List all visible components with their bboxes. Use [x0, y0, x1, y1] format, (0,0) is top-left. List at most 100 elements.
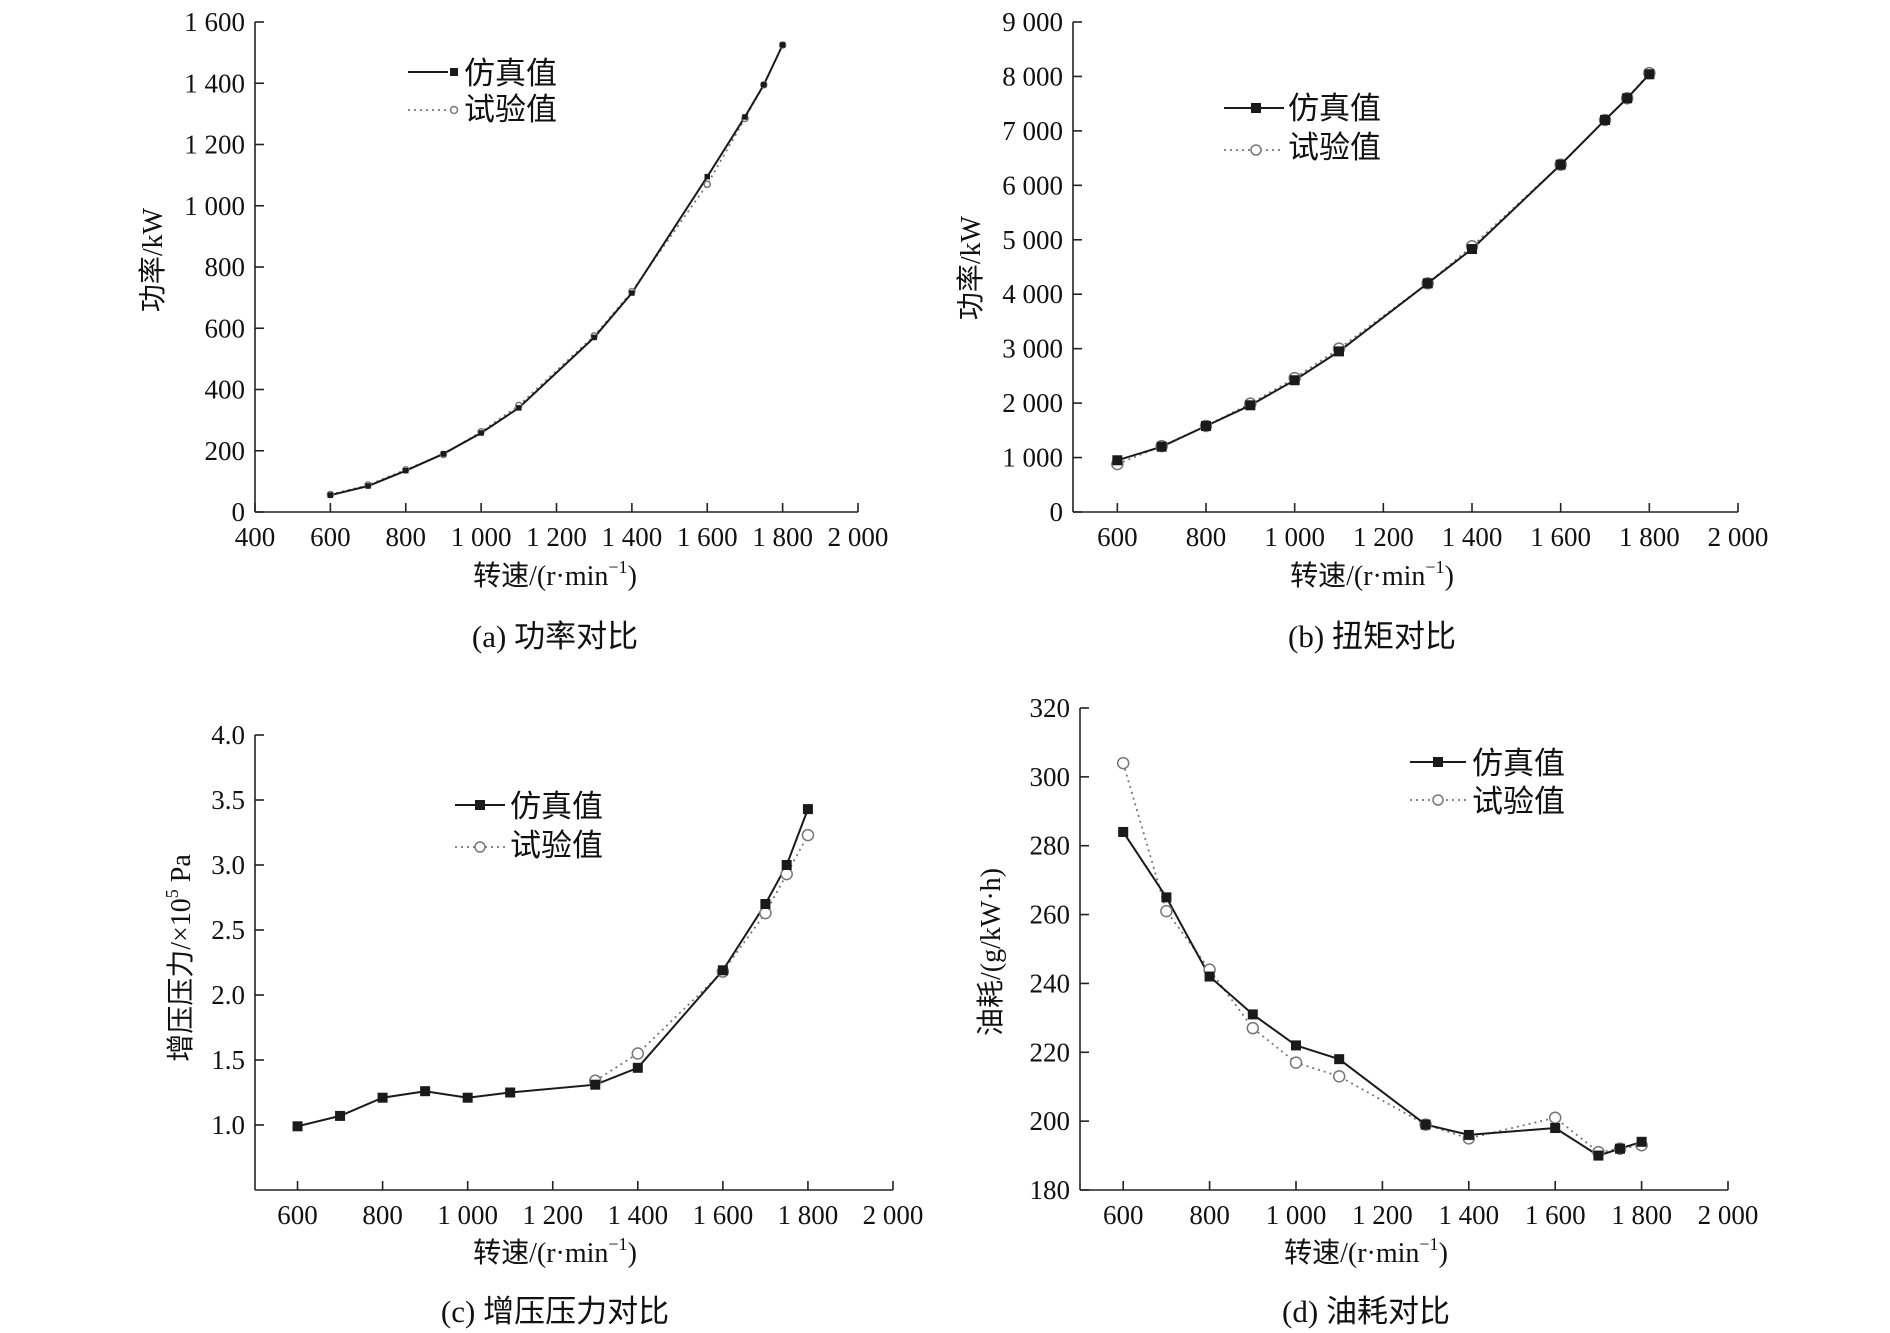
- legend-sim-label: 仿真值: [1472, 746, 1565, 781]
- panel-c-axes: 600 800 1 000 1 200 1 400 1 600 1 800 2 000 1.0 1…: [211, 720, 923, 1230]
- sim-point: [1555, 159, 1566, 170]
- legend-exp-marker: [474, 841, 486, 853]
- sim-point: [478, 430, 484, 436]
- x-tick-label: 1 600: [1525, 1200, 1586, 1230]
- sim-point: [1245, 400, 1256, 411]
- panel-b-xlabel-sup: −1: [1425, 557, 1444, 577]
- sim-point: [1334, 346, 1344, 357]
- x-tick-label: 600: [1103, 1200, 1144, 1230]
- panel-d-caption: (d) 油耗对比: [1282, 1294, 1450, 1329]
- y-tick-label: 400: [205, 375, 246, 405]
- sim-point: [420, 1086, 431, 1097]
- sim-point: [1467, 244, 1477, 255]
- x-tick-label: 2 000: [1708, 522, 1769, 552]
- panel-b-legend: 仿真值 试验值: [1224, 91, 1381, 165]
- exp-point: [780, 867, 793, 881]
- panel-d-markers: [1116, 756, 1648, 1161]
- panel-b-lines: [1116, 72, 1651, 465]
- exp-point: [1332, 1070, 1346, 1083]
- x-tick-label: 1 000: [1264, 522, 1325, 552]
- panel-c-xlabel: 转速/(r·min−1): [473, 1234, 637, 1269]
- legend-sim-marker: [475, 800, 485, 810]
- sim-point: [742, 114, 748, 120]
- sim-point: [1463, 1129, 1474, 1140]
- x-tick-label: 2 000: [828, 522, 889, 552]
- legend-sim-marker: [1433, 757, 1443, 767]
- legend-sim-label: 仿真值: [510, 789, 603, 824]
- panel-d-xlabel-sup: −1: [1419, 1234, 1438, 1254]
- panel-b-xlabel-main: 转速/(r·min: [1290, 560, 1425, 592]
- x-tick-label: 1 400: [1438, 1200, 1499, 1230]
- y-tick-label: 3.0: [211, 850, 245, 880]
- x-tick-label: 600: [1097, 522, 1138, 552]
- sim-point: [779, 42, 786, 48]
- legend-exp-label: 试验值: [510, 828, 603, 863]
- sim-point: [760, 899, 771, 909]
- sim-point: [704, 173, 710, 180]
- y-tick-label: 3 000: [1002, 334, 1063, 364]
- y-tick-label: 240: [1030, 968, 1071, 998]
- y-tick-label: 320: [1030, 693, 1071, 723]
- panel-c-ylabel-end: Pa: [166, 854, 197, 890]
- series-exp-line: [1116, 72, 1650, 465]
- series-exp-line: [1122, 762, 1642, 1154]
- panel-d-axes: 600 800 1 000 1 200 1 400 1 600 1 800 2 000 180 2…: [1030, 693, 1759, 1230]
- chart-panel-a: 400 600 800 1 000 1 200 1 400 1 600 1 800 2 000 0…: [137, 7, 888, 654]
- sim-point: [516, 405, 522, 411]
- sim-point: [1201, 420, 1211, 431]
- sim-point: [377, 1092, 388, 1103]
- y-tick-label: 200: [205, 436, 246, 466]
- y-tick-label: 220: [1030, 1037, 1071, 1067]
- panel-b-ylabel: 功率/kW: [955, 215, 987, 320]
- panel-c-ylabel: 增压压力/×105 Pa: [162, 854, 197, 1062]
- sim-point: [365, 483, 371, 489]
- panel-a-caption: (a) 功率对比: [472, 619, 638, 654]
- panel-d-xlabel: 转速/(r·min−1): [1284, 1234, 1448, 1269]
- x-tick-label: 1 800: [752, 522, 813, 552]
- panel-a-xlabel-sup: −1: [608, 557, 627, 577]
- legend-exp-label: 试验值: [464, 92, 557, 127]
- sim-point: [761, 82, 767, 88]
- sim-point: [1593, 1150, 1604, 1161]
- y-tick-label: 1 000: [1002, 443, 1063, 473]
- sim-point: [440, 451, 447, 457]
- chart-panel-c: 600 800 1 000 1 200 1 400 1 600 1 800 2 000 1.0 1…: [162, 720, 923, 1329]
- y-tick-label: 2 000: [1002, 388, 1063, 418]
- exp-point: [759, 906, 772, 920]
- sim-point: [1600, 115, 1610, 125]
- y-tick-label: 1.0: [211, 1110, 245, 1140]
- panel-c-legend: 仿真值 试验值: [455, 789, 603, 863]
- y-tick-label: 2.5: [211, 915, 245, 945]
- x-tick-label: 1 800: [1611, 1200, 1672, 1230]
- y-tick-label: 1 400: [184, 68, 245, 98]
- y-tick-label: 1.5: [211, 1045, 245, 1075]
- x-tick-label: 800: [362, 1200, 403, 1230]
- exp-point: [1160, 904, 1173, 918]
- series-sim-line: [297, 808, 809, 1128]
- panel-b-xlabel: 转速/(r·min−1): [1290, 557, 1454, 592]
- panel-b-axes: 600 800 1 000 1 200 1 400 1 600 1 800 2 000 0 1 0…: [1002, 7, 1768, 552]
- series-sim-line: [1117, 73, 1651, 462]
- exp-point: [1116, 756, 1130, 770]
- x-tick-label: 1 200: [1353, 522, 1414, 552]
- y-tick-label: 0: [232, 497, 246, 527]
- x-tick-label: 800: [1186, 522, 1227, 552]
- legend-sim-marker: [1251, 103, 1261, 113]
- chart-panel-d: 600 800 1 000 1 200 1 400 1 600 1 800 2 000 180 2…: [975, 693, 1758, 1329]
- sim-point: [1334, 1054, 1345, 1065]
- panel-c-markers: [292, 804, 815, 1132]
- panel-d-xlabel-main: 转速/(r·min: [1284, 1237, 1419, 1269]
- exp-point: [1289, 1056, 1303, 1069]
- series-sim-line: [1122, 831, 1642, 1157]
- panel-c-ylabel-main: 增压压力/×10: [165, 898, 197, 1062]
- x-tick-label: 1 600: [692, 1200, 753, 1230]
- sim-point: [403, 467, 409, 474]
- panel-c-xlabel-main: 转速/(r·min: [473, 1237, 608, 1269]
- panel-b-caption: (b) 扭矩对比: [1288, 619, 1456, 654]
- y-tick-label: 9 000: [1002, 7, 1063, 37]
- y-tick-label: 1 200: [184, 130, 245, 160]
- exp-point: [801, 828, 815, 842]
- legend-exp-marker: [1250, 144, 1262, 156]
- y-tick-label: 280: [1030, 831, 1071, 861]
